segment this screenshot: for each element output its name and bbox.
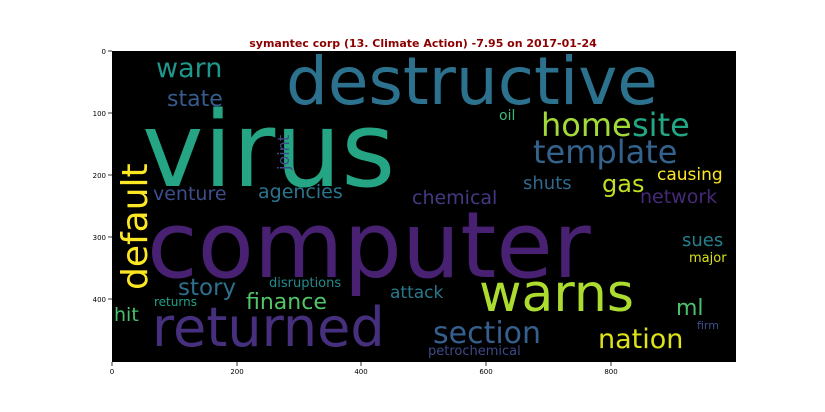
x-tick-label: 0	[110, 368, 114, 376]
y-tick-label: 200	[93, 172, 106, 180]
word-joint: joint	[274, 135, 293, 171]
word-firm: firm	[697, 319, 719, 332]
x-tick-label: 200	[230, 368, 243, 376]
word-sues: sues	[682, 230, 723, 251]
y-tick-label: 300	[93, 234, 106, 242]
plot-area	[112, 51, 736, 362]
word-warn: warn	[156, 53, 222, 84]
word-petrochemical: petrochemical	[428, 344, 521, 359]
word-attack: attack	[390, 283, 444, 303]
word-agencies: agencies	[258, 181, 343, 203]
word-major: major	[689, 251, 727, 266]
x-axis: 0 200 400 600 800	[110, 362, 618, 376]
word-causing: causing	[657, 165, 723, 185]
x-tick-label: 600	[479, 368, 492, 376]
word-destructive: destructive	[286, 43, 658, 120]
word-default: default	[115, 163, 156, 290]
word-home: home	[541, 106, 632, 144]
word-chemical: chemical	[412, 187, 497, 209]
word-computer: computer	[147, 192, 591, 299]
word-shuts: shuts	[523, 173, 572, 194]
word-ml: ml	[676, 296, 704, 321]
word-oil: oil	[499, 108, 515, 124]
y-tick-label: 100	[93, 110, 106, 118]
word-virus: virus	[142, 89, 395, 211]
word-venture: venture	[153, 183, 227, 205]
word-nation: nation	[598, 324, 683, 355]
word-template: template	[533, 133, 677, 171]
word-network: network	[640, 186, 717, 208]
x-tick-label: 800	[604, 368, 617, 376]
word-warns: warns	[479, 264, 634, 324]
chart-title: symantec corp (13. Climate Action) -7.95…	[249, 37, 597, 50]
word-finance: finance	[246, 290, 327, 315]
word-hit: hit	[114, 304, 139, 326]
word-returned: returned	[152, 296, 385, 359]
word-disruptions: disruptions	[269, 276, 341, 291]
y-tick-label: 0	[102, 48, 106, 56]
y-tick-label: 400	[93, 296, 106, 304]
y-axis: 0 100 200 300 400	[93, 48, 112, 304]
word-site: site	[632, 106, 690, 144]
word-state: state	[167, 87, 223, 112]
word-section: section	[433, 316, 541, 351]
word-story: story	[178, 275, 236, 301]
x-tick-label: 400	[354, 368, 367, 376]
word-returns: returns	[154, 295, 197, 309]
word-gas: gas	[602, 170, 644, 198]
